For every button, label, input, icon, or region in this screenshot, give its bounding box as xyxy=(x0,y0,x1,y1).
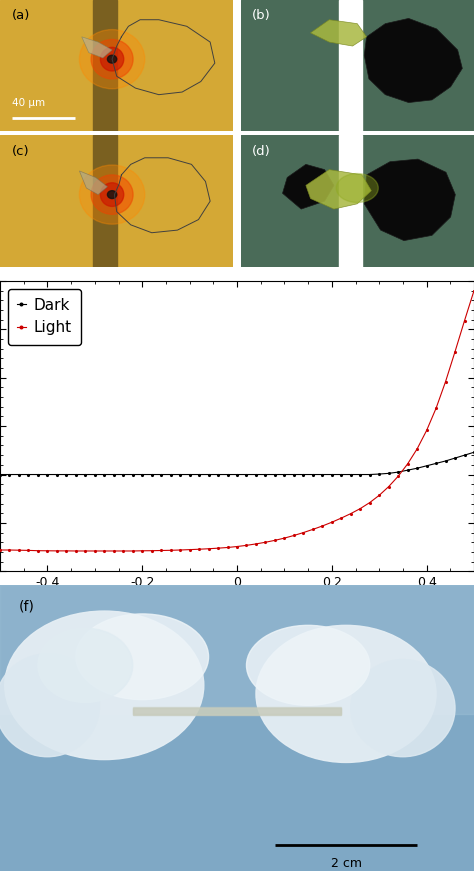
Ellipse shape xyxy=(108,55,117,63)
Light xyxy=(0,544,3,555)
Light xyxy=(149,545,155,556)
Dark xyxy=(101,469,107,480)
Dark xyxy=(471,447,474,457)
Dark xyxy=(139,469,145,480)
Ellipse shape xyxy=(336,173,378,202)
Light xyxy=(158,545,164,556)
Light xyxy=(348,509,354,519)
Ellipse shape xyxy=(38,628,133,703)
Bar xyxy=(93,135,117,267)
Ellipse shape xyxy=(76,614,209,699)
Legend: Dark, Light: Dark, Light xyxy=(8,288,81,345)
Polygon shape xyxy=(364,159,456,240)
Text: 2 cm: 2 cm xyxy=(330,857,362,870)
Light xyxy=(111,546,117,557)
Bar xyxy=(93,0,117,132)
Line: Dark: Dark xyxy=(0,450,474,476)
Bar xyxy=(0,585,474,714)
Text: 40 μm: 40 μm xyxy=(12,98,45,108)
Line: Light: Light xyxy=(0,289,474,553)
Text: (b): (b) xyxy=(252,10,271,22)
Light xyxy=(462,315,467,326)
Ellipse shape xyxy=(100,47,124,71)
Ellipse shape xyxy=(0,654,100,757)
Dark xyxy=(462,450,467,461)
Bar xyxy=(338,0,362,132)
Bar xyxy=(338,135,362,267)
Polygon shape xyxy=(310,20,366,46)
Polygon shape xyxy=(82,37,112,57)
Dark xyxy=(338,469,344,480)
Ellipse shape xyxy=(246,625,370,706)
Dark xyxy=(310,469,316,480)
X-axis label: $V_{SD}$ (V): $V_{SD}$ (V) xyxy=(212,595,262,612)
Ellipse shape xyxy=(5,611,204,760)
Ellipse shape xyxy=(79,165,145,224)
Ellipse shape xyxy=(351,659,455,757)
Polygon shape xyxy=(79,171,108,194)
Ellipse shape xyxy=(108,191,117,199)
Bar xyxy=(133,706,341,714)
Text: (c): (c) xyxy=(12,145,29,158)
Polygon shape xyxy=(364,18,462,103)
Light xyxy=(471,286,474,296)
Ellipse shape xyxy=(79,30,145,89)
Bar xyxy=(133,708,341,715)
Ellipse shape xyxy=(256,625,436,762)
Light xyxy=(73,546,79,557)
Polygon shape xyxy=(283,165,334,209)
Text: (f): (f) xyxy=(19,599,35,614)
Light xyxy=(319,521,325,531)
Text: (d): (d) xyxy=(252,145,271,158)
Ellipse shape xyxy=(91,39,133,79)
Ellipse shape xyxy=(91,175,133,214)
Dark xyxy=(149,469,155,480)
Text: (a): (a) xyxy=(12,10,30,22)
Dark xyxy=(0,469,3,480)
Polygon shape xyxy=(306,170,371,209)
Ellipse shape xyxy=(100,183,124,206)
